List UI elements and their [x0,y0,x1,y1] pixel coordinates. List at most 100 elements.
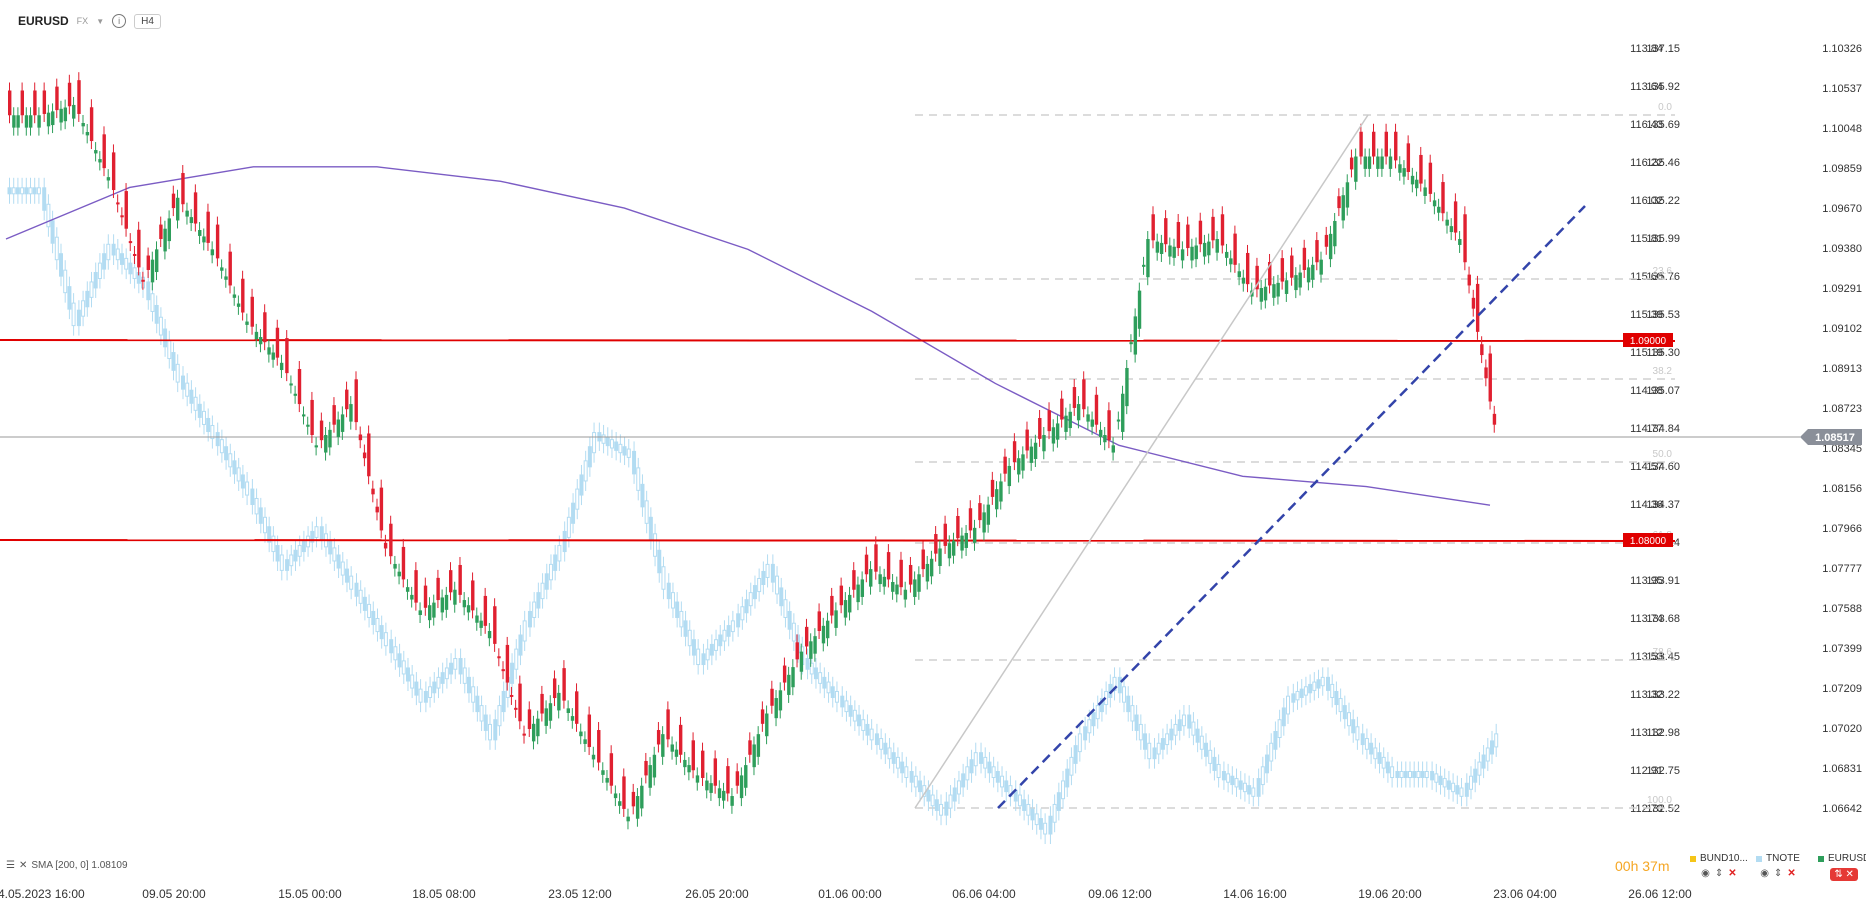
tnote-candle [432,681,437,694]
tnote-candle [765,563,770,578]
eurusd-candle [765,713,769,737]
tnote-candle [236,467,241,482]
eurusd-candle [367,433,371,477]
eurusd-candle [1268,261,1272,286]
eurusd-candle [934,534,938,554]
tnote-candle [1247,785,1252,795]
eurusd-candle [293,393,298,396]
eurusd-candle [640,785,644,809]
tnote-candle [748,592,753,607]
eurusd-candle [67,82,72,107]
timeframe-selector[interactable]: H4 [134,13,161,29]
x-tick-label: 14.06 16:00 [1223,887,1287,901]
eurusd-candle [128,241,133,244]
fib-level-label: 50.0 [1653,449,1673,460]
legend-item-eurusd[interactable]: EURUSD ⇅ ✕ [1818,853,1866,881]
chevron-down-icon[interactable]: ▼ [96,16,105,26]
eurusd-candle [453,589,457,605]
eurusd-candle [1082,379,1086,410]
y-tick-bund: 137.15 [1646,43,1680,55]
eye-icon[interactable]: ◉ [1760,868,1769,879]
tnote-candle [548,563,553,581]
eurusd-candle [557,692,561,711]
eurusd-candle [1072,387,1077,408]
eurusd-candle [1245,252,1250,285]
tnote-candle [1416,771,1421,779]
eurusd-candle [1415,179,1419,189]
tnote-candle [219,439,224,454]
eurusd-candle [622,776,626,809]
eurusd-candle [661,734,665,757]
tnote-candle [393,646,398,661]
fib-level-label: 38.2 [1653,366,1673,377]
tnote-candle [185,382,190,397]
eurusd-candle [1237,271,1241,278]
tnote-candle [1095,705,1100,720]
tnote-candle [900,761,905,774]
tnote-candle [128,262,133,275]
legend-item-bund[interactable]: BUND10... ◉ ⇕ ✕ [1690,853,1748,879]
tnote-candle [1251,787,1256,797]
eurusd-candle [1172,246,1176,258]
eurusd-candle [279,362,284,371]
eurusd-candle [522,733,526,736]
tnote-candle [371,610,376,626]
y-tick-eurusd: 1.08723 [1822,403,1862,415]
tnote-candle [1126,695,1131,713]
eurusd-candle [1432,200,1437,207]
sort-icon[interactable]: ⇕ [1714,868,1724,879]
chart-header: EURUSD FX ▼ i H4 [0,0,161,42]
tnote-candle [175,363,180,383]
eurusd-candle [440,597,445,613]
eurusd-candle [964,533,968,548]
tnote-candle [1469,775,1474,790]
legend-item-tnote[interactable]: TNOTE ◉ ⇕ ✕ [1756,853,1800,879]
menu-icon[interactable]: ☰ [6,860,15,871]
y-tick-tnote: 115.60 [1630,271,1663,283]
tnote-candle [397,653,402,668]
tnote-candle [622,446,627,456]
eurusd-candle [1302,247,1307,270]
eurusd-candle [1047,410,1051,432]
eurusd-candle [1333,220,1337,247]
tnote-candle [89,281,94,298]
fib-level-label: 100.0 [1647,795,1672,806]
eurusd-candle [116,202,120,205]
eurusd-candle [332,405,336,425]
tnote-candle [566,516,571,538]
remove-icon[interactable]: ✕ [1787,868,1796,879]
tnote-candle [1438,775,1443,786]
eurusd-candle [683,759,687,768]
eurusd-candle [825,620,830,639]
tnote-candle [1355,726,1360,741]
tnote-candle [840,695,845,708]
eurusd-candle [1025,429,1029,451]
tnote-candle [544,573,549,590]
tnote-candle [310,530,315,543]
tnote-candle [1473,768,1478,783]
symbol-label[interactable]: EURUSD [18,14,69,28]
tnote-candle [15,187,20,195]
eurusd-candle [111,152,116,191]
y-tick-tnote: 114.57 [1630,461,1663,473]
eye-icon[interactable]: ◉ [1701,868,1710,879]
eurusd-candle [562,668,566,701]
support-trendline [997,205,1586,809]
eurusd-candle [1453,201,1458,233]
series-settings-icon[interactable]: ⇅ ✕ [1830,868,1858,881]
tnote-candle [640,483,645,508]
eurusd-candle [972,527,977,543]
sort-icon[interactable]: ⇕ [1773,868,1783,879]
horizontal-level-line [0,339,1676,342]
eurusd-candle [864,554,869,575]
info-icon[interactable]: i [112,14,127,28]
eurusd-candle [947,543,952,559]
eurusd-candle [155,249,159,273]
tnote-candle [527,610,532,628]
close-icon[interactable]: ✕ [18,860,28,871]
remove-icon[interactable]: ✕ [1728,868,1737,879]
tnote-candle [1117,676,1122,694]
y-tick-tnote: 116.43 [1630,119,1663,131]
tnote-candle [779,587,784,607]
